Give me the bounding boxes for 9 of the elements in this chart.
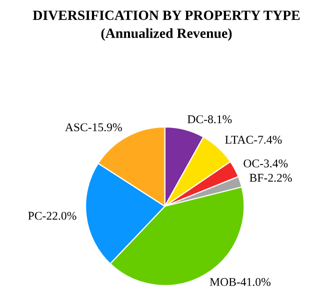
slice-label: OC-3.4% [244, 159, 288, 168]
slice-label: PC-22.0% [28, 212, 76, 220]
slice-label: DC-8.1% [188, 115, 232, 124]
chart-title: DIVERSIFICATION BY PROPERTY TYPE [32, 10, 300, 20]
slice-label: MOB-41.0% [210, 278, 270, 286]
slice-label: LTAC-7.4% [225, 136, 282, 144]
slice-label: BF-2.2% [250, 174, 292, 182]
slice-label: ASC-15.9% [65, 123, 122, 132]
chart-subtitle: (Annualized Revenue) [101, 28, 232, 41]
